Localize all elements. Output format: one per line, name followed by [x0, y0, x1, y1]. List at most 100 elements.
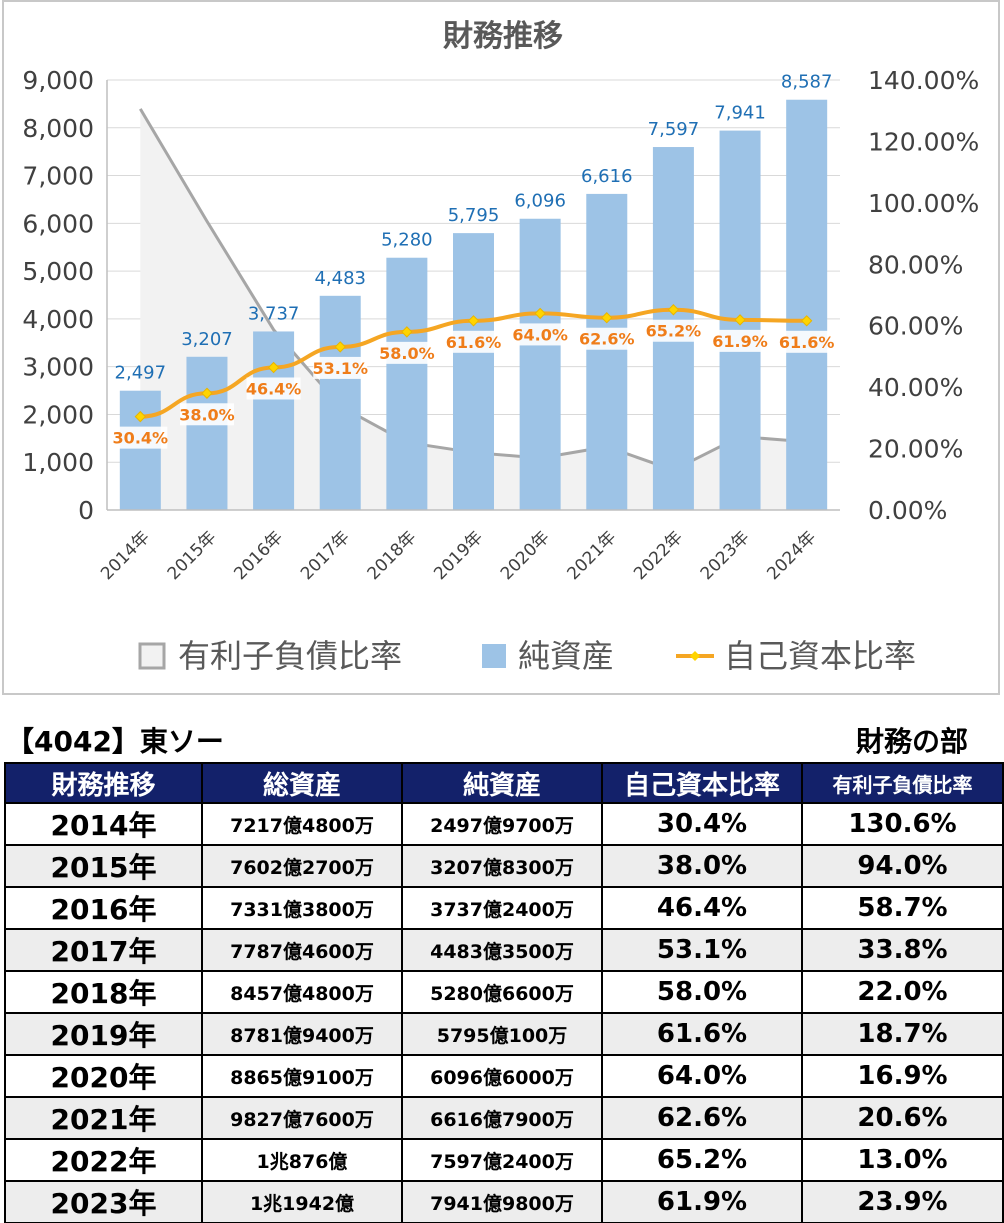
cell-total-assets: 8457億4800万	[201, 970, 403, 1014]
cell-net-assets: 3207億8300万	[401, 844, 603, 888]
table-body: 2014年 7217億4800万 2497億9700万 30.4% 130.6% 2015…	[4, 802, 1004, 1223]
right-axis-tick-label: 20.00%	[868, 435, 963, 464]
equity-ratio-data-label: 61.6%	[446, 333, 502, 352]
cell-total-assets: 1兆1942億	[201, 1180, 403, 1223]
col-header-year: 財務推移	[4, 762, 203, 804]
equity-label-bg	[113, 426, 168, 449]
cell-debt-ratio: 16.9%	[801, 1054, 1004, 1098]
cell-total-assets: 8865億9100万	[201, 1054, 403, 1098]
table-row: 2023年 1兆1942億 7941億9800万 61.9% 23.9%	[4, 1180, 1004, 1223]
x-axis-category-label: 2023年	[697, 527, 754, 584]
cell-debt-ratio: 58.7%	[801, 886, 1004, 930]
x-axis-category-label: 2020年	[497, 527, 554, 584]
x-axis-category-label: 2015年	[164, 527, 221, 584]
cell-total-assets: 1兆876億	[201, 1138, 403, 1182]
left-axis-tick-label: 5,000	[22, 257, 94, 286]
net-assets-data-label: 6,096	[514, 191, 566, 212]
net-assets-data-label: 2,497	[115, 363, 167, 384]
net-assets-bar	[119, 390, 161, 510]
col-header-debt-ratio: 有利子負債比率	[801, 762, 1004, 804]
legend-equity-ratio-marker	[690, 651, 700, 661]
x-axis-category-label: 2016年	[230, 527, 287, 584]
equity-ratio-line	[140, 307, 807, 419]
legend-debt-ratio-label: 有利子負債比率	[178, 637, 402, 675]
cell-debt-ratio: 33.8%	[801, 928, 1004, 972]
financial-table: 財務推移 総資産 純資産 自己資本比率 有利子負債比率 2014年 7217億48…	[4, 762, 1004, 1223]
equity-ratio-marker	[201, 387, 213, 399]
equity-label-bg	[246, 377, 301, 400]
table-row: 2020年 8865億9100万 6096億6000万 64.0% 16.9%	[4, 1054, 1004, 1098]
equity-label-bg	[446, 330, 501, 353]
x-axis-category-label: 2022年	[630, 527, 687, 584]
equity-ratio-data-label: 53.1%	[312, 359, 368, 378]
net-assets-bar	[319, 295, 361, 510]
cell-equity-ratio: 64.0%	[601, 1054, 803, 1098]
equity-label-bg	[579, 327, 634, 350]
cell-debt-ratio: 23.9%	[801, 1180, 1004, 1223]
col-header-net-assets: 純資産	[401, 762, 603, 804]
x-axis-category-label: 2014年	[97, 527, 154, 584]
cell-net-assets: 5795億100万	[401, 1012, 603, 1056]
net-assets-data-label: 8,587	[781, 72, 833, 93]
cell-year: 2023年	[4, 1180, 203, 1223]
cell-equity-ratio: 58.0%	[601, 970, 803, 1014]
left-axis-tick-label: 3,000	[22, 353, 94, 382]
equity-label-bg	[513, 323, 568, 346]
cell-net-assets: 4483億3500万	[401, 928, 603, 972]
x-axis-category-label: 2024年	[763, 527, 820, 584]
cell-total-assets: 8781億9400万	[201, 1012, 403, 1056]
equity-label-bg	[313, 356, 368, 379]
table-row: 2019年 8781億9400万 5795億100万 61.6% 18.7%	[4, 1012, 1004, 1056]
chart-frame: 財務推移 0 1,000 2,000 3,000 4,000 5,000 6,000 7,000…	[2, 0, 1000, 695]
cell-total-assets: 7602億2700万	[201, 844, 403, 888]
table-row: 2017年 7787億4600万 4483億3500万 53.1% 33.8%	[4, 928, 1004, 972]
net-assets-bar	[519, 218, 561, 510]
net-assets-bar	[453, 233, 494, 510]
cell-net-assets: 3737億2400万	[401, 886, 603, 930]
left-axis-tick-label: 9,000	[22, 66, 94, 95]
net-assets-data-label: 5,280	[381, 230, 433, 251]
cell-year: 2016年	[4, 886, 203, 930]
cell-equity-ratio: 62.6%	[601, 1096, 803, 1140]
equity-ratio-data-label: 30.4%	[113, 429, 169, 448]
right-axis-tick-label: 0.00%	[868, 496, 947, 525]
equity-ratio-marker	[467, 315, 480, 327]
legend-debt-ratio-swatch	[138, 642, 166, 670]
right-axis-tick-label: 140.00%	[868, 66, 979, 95]
net-assets-data-label: 3,207	[181, 329, 233, 350]
net-assets-data-label: 4,483	[314, 268, 366, 289]
cell-total-assets: 7787億4600万	[201, 928, 403, 972]
net-assets-data-label: 3,737	[248, 303, 300, 324]
cell-equity-ratio: 61.6%	[601, 1012, 803, 1056]
net-assets-data-label: 6,616	[581, 166, 633, 187]
legend-net-assets-label: 純資産	[518, 637, 614, 675]
table-row: 2021年 9827億7600万 6616億7900万 62.6% 20.6%	[4, 1096, 1004, 1140]
equity-ratio-marker	[334, 341, 346, 353]
cell-year: 2021年	[4, 1096, 203, 1140]
cell-year: 2014年	[4, 802, 203, 846]
cell-net-assets: 6616億7900万	[401, 1096, 603, 1140]
cell-year: 2015年	[4, 844, 203, 888]
left-axis-tick-label: 6,000	[22, 209, 94, 238]
equity-ratio-data-label: 58.0%	[379, 344, 435, 363]
equity-label-bg	[379, 341, 434, 364]
page-header: 【4042】東ソー 財務の部	[0, 722, 1004, 762]
table-row: 2016年 7331億3800万 3737億2400万 46.4% 58.7%	[4, 886, 1004, 930]
cell-year: 2017年	[4, 928, 203, 972]
equity-ratio-data-label: 46.4%	[246, 379, 302, 398]
net-assets-bar	[386, 257, 428, 510]
table-row: 2018年 8457億4800万 5280億6600万 58.0% 22.0%	[4, 970, 1004, 1014]
cell-debt-ratio: 20.6%	[801, 1096, 1004, 1140]
net-assets-bar	[786, 99, 828, 510]
cell-year: 2018年	[4, 970, 203, 1014]
equity-ratio-data-label: 61.9%	[712, 332, 768, 351]
table-row: 2014年 7217億4800万 2497億9700万 30.4% 130.6%	[4, 802, 1004, 846]
equity-label-bg	[646, 319, 701, 342]
cell-total-assets: 7331億3800万	[201, 886, 403, 930]
right-axis-tick-label: 40.00%	[868, 373, 963, 402]
cell-equity-ratio: 53.1%	[601, 928, 803, 972]
equity-ratio-data-label: 64.0%	[512, 325, 568, 344]
net-assets-bar	[186, 356, 228, 510]
cell-net-assets: 5280億6600万	[401, 970, 603, 1014]
net-assets-data-label: 5,795	[448, 205, 500, 226]
